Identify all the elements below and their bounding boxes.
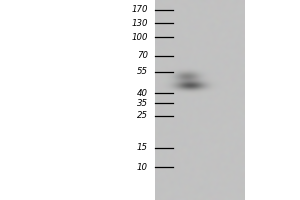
Text: 35: 35 [137, 98, 148, 108]
Text: 15: 15 [137, 144, 148, 152]
Text: 170: 170 [131, 5, 148, 15]
Text: 70: 70 [137, 51, 148, 60]
Text: 40: 40 [137, 88, 148, 98]
Text: 100: 100 [131, 32, 148, 42]
Text: 25: 25 [137, 112, 148, 120]
Text: 55: 55 [137, 68, 148, 76]
Text: 10: 10 [137, 162, 148, 171]
Text: 130: 130 [131, 19, 148, 27]
